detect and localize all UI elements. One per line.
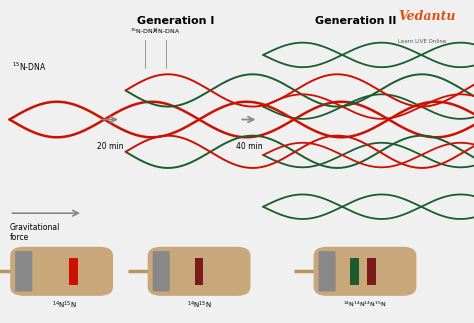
Bar — [367, 258, 376, 285]
Text: $^{14}$N$^{14}$N$^{14}$N$^{15}$N: $^{14}$N$^{14}$N$^{14}$N$^{15}$N — [343, 300, 387, 309]
Text: $^{14}$N$^{15}$N: $^{14}$N$^{15}$N — [187, 300, 211, 311]
Text: $^{14}$N$^{15}$N: $^{14}$N$^{15}$N — [52, 300, 76, 311]
FancyBboxPatch shape — [319, 251, 336, 291]
Text: 40 min: 40 min — [236, 142, 262, 151]
Text: Generation I: Generation I — [137, 16, 214, 26]
Text: $^{15}$N-DNA: $^{15}$N-DNA — [12, 60, 46, 73]
Text: 20 min: 20 min — [97, 142, 123, 151]
Text: $^{15}$N-DNA: $^{15}$N-DNA — [130, 26, 159, 36]
Text: $^{14}$N-DNA: $^{14}$N-DNA — [152, 26, 180, 36]
Text: Learn LIVE Online: Learn LIVE Online — [398, 39, 447, 44]
Text: Generation II: Generation II — [315, 16, 396, 26]
Text: Vedantu: Vedantu — [398, 10, 456, 23]
FancyBboxPatch shape — [10, 247, 113, 296]
FancyBboxPatch shape — [314, 247, 417, 296]
Bar — [69, 258, 78, 285]
FancyBboxPatch shape — [153, 251, 170, 291]
FancyBboxPatch shape — [15, 251, 32, 291]
Bar — [350, 258, 359, 285]
FancyBboxPatch shape — [148, 247, 250, 296]
Text: Gravitational
force: Gravitational force — [9, 223, 60, 242]
Bar — [195, 258, 203, 285]
